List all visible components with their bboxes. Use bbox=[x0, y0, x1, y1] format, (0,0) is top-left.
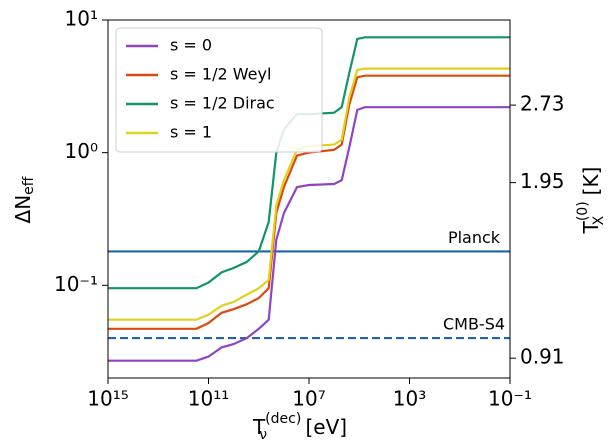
x-label-unit: [eV] bbox=[299, 415, 347, 439]
y-label-main: ΔN bbox=[11, 195, 35, 224]
plot-frame bbox=[107, 19, 511, 379]
x-tick-label: 10⁻¹ bbox=[488, 387, 532, 411]
x-label-sup: (dec) bbox=[265, 411, 301, 427]
series-line bbox=[108, 106, 510, 362]
legend-label: s = 1 bbox=[170, 123, 212, 142]
legend-label: s = 1/2 Weyl bbox=[170, 65, 271, 84]
legend-box bbox=[115, 27, 323, 153]
x-axis-label: T(dec) ν [eV] bbox=[252, 411, 347, 443]
y-axis-label: ΔNeff bbox=[11, 176, 38, 223]
y-label-sub: eff bbox=[21, 176, 37, 195]
y-tick-label: 10⁻¹ bbox=[54, 272, 98, 296]
y-tick-label: 10¹ bbox=[65, 7, 98, 31]
y-tick-label: 10⁰ bbox=[65, 139, 98, 163]
series-line bbox=[108, 74, 510, 330]
y2-axis-label: T(0)X [K] bbox=[575, 167, 607, 235]
x-tick-label: 10³ bbox=[393, 387, 426, 411]
legend-label: s = 0 bbox=[170, 36, 212, 55]
x-tick-label: 10¹¹ bbox=[188, 387, 229, 411]
reference-label: CMB-S4 bbox=[443, 315, 505, 334]
y2-label-main: T bbox=[579, 220, 603, 234]
y2-tick-label: 2.73 bbox=[520, 92, 565, 116]
series-line bbox=[108, 67, 510, 321]
x-label-main: T bbox=[252, 415, 266, 439]
y2-label-sub: X bbox=[591, 215, 607, 225]
x-tick-label: 10¹⁵ bbox=[87, 387, 128, 411]
x-label-sub: ν bbox=[259, 427, 267, 443]
reference-label: Planck bbox=[448, 228, 501, 247]
y2-tick-label: 0.91 bbox=[520, 345, 565, 369]
y2-tick-label: 1.95 bbox=[520, 169, 565, 193]
legend-label: s = 1/2 Dirac bbox=[170, 94, 275, 113]
x-tick-label: 10⁷ bbox=[292, 387, 325, 411]
y2-label-unit: [K] bbox=[579, 167, 603, 202]
y2-label-sup: (0) bbox=[575, 201, 591, 221]
